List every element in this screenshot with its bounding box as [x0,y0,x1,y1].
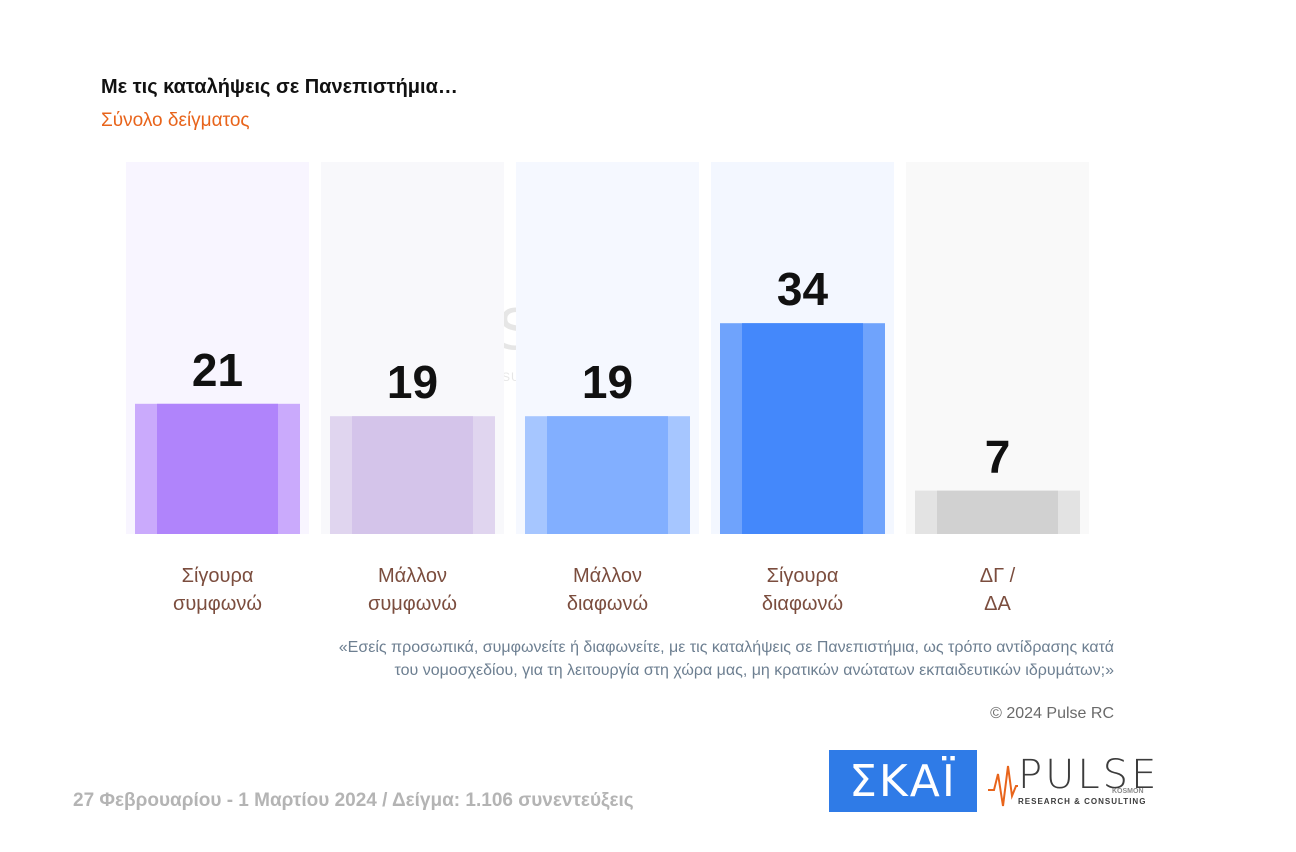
pulse-logo-sub: RESEARCH & CONSULTING [1018,797,1147,806]
data-label: 19 [387,356,438,408]
data-label: 19 [582,356,633,408]
copyright: © 2024 Pulse RC [990,705,1114,722]
pulse-logo-word: PULSE [1018,752,1160,798]
question-line-1: «Εσείς προσωπικά, συμφωνείτε ή διαφωνείτ… [338,639,1114,656]
question-line-2: του νομοσχεδίου, για τη λειτουργία στη χ… [394,662,1114,679]
category-label: ΔΓ / [980,565,1016,587]
bar [937,490,1058,534]
category-label: Μάλλον [378,565,447,587]
survey-footer: 27 Φεβρουαρίου - 1 Μαρτίου 2024 / Δείγμα… [73,790,634,811]
bar [352,416,473,534]
data-label: 7 [985,431,1011,483]
survey-question: «Εσείς προσωπικά, συμφωνείτε ή διαφωνείτ… [154,636,1114,682]
bar [547,416,668,534]
pulse-logo: PULSE KOSMON RESEARCH & CONSULTING [988,752,1163,814]
column-background [906,162,1089,534]
data-label: 21 [192,344,243,396]
chart-subtitle: Σύνολο δείγματος [101,110,250,131]
data-label: 34 [777,263,829,315]
category-label: ΔΑ [984,593,1011,615]
pulse-logo-kosmon: KOSMON [1112,788,1144,795]
bar [157,403,278,534]
category-label: διαφωνώ [567,593,648,615]
pulse-wave-icon [988,765,1018,807]
chart-title: Με τις καταλήψεις σε Πανεπιστήμια… [101,76,458,98]
bar [742,323,863,534]
skai-logo: ΣΚΑΪ [829,750,977,812]
category-label: Μάλλον [573,565,642,587]
category-label: Σίγουρα [182,565,254,587]
category-label: διαφωνώ [762,593,843,615]
category-label: Σίγουρα [767,565,839,587]
category-label: συμφωνώ [173,593,262,615]
category-label: συμφωνώ [368,593,457,615]
